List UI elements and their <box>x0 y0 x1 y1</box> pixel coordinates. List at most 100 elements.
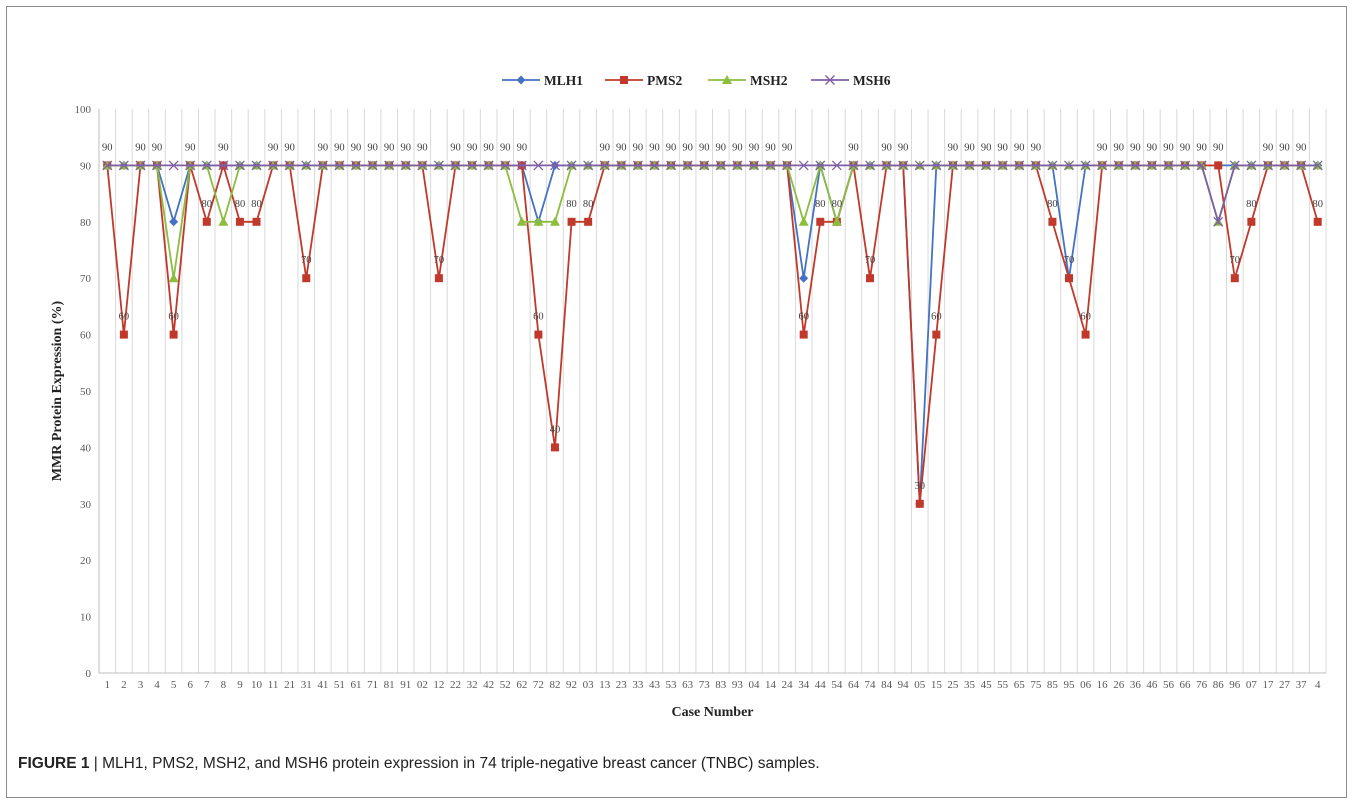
legend-pms2-label: PMS2 <box>647 73 682 88</box>
pms2-point <box>235 217 244 226</box>
pms2-data-label: 30 <box>915 481 926 492</box>
msh2-point <box>516 216 527 226</box>
x-tick-label: 33 <box>632 679 644 691</box>
msh6-point <box>848 160 859 171</box>
x-tick-label: 61 <box>351 679 362 691</box>
x-tick-label: 43 <box>649 679 661 691</box>
pms2-data-label: 60 <box>119 312 130 323</box>
msh6-point <box>815 160 826 171</box>
msh6-point <box>301 160 312 171</box>
pms2-point <box>434 274 443 283</box>
pms2-data-label: 90 <box>981 142 992 153</box>
msh6-point <box>1030 160 1041 171</box>
msh2-point <box>831 216 842 226</box>
msh6-point <box>1080 160 1091 171</box>
msh6-point <box>1146 160 1157 171</box>
x-tick-label: 91 <box>400 679 411 691</box>
caption-text: MLH1, PMS2, MSH2, and MSH6 protein expre… <box>102 755 820 772</box>
msh6-point <box>185 160 196 171</box>
x-tick-label: 95 <box>1063 679 1075 691</box>
pms2-data-label: 90 <box>1147 142 1158 153</box>
msh6-point <box>699 160 710 171</box>
x-tick-label: 6 <box>187 679 193 691</box>
msh6-point <box>715 160 726 171</box>
msh6-point <box>467 160 478 171</box>
pms2-point <box>534 330 543 339</box>
x-tick-label: 96 <box>1229 679 1241 691</box>
pms2-data-label: 90 <box>401 142 412 153</box>
msh2-point <box>218 216 229 226</box>
msh6-point <box>732 160 743 171</box>
pms2-point <box>169 330 178 339</box>
x-tick-label: 81 <box>384 679 395 691</box>
pms2-point <box>1247 217 1256 226</box>
msh6-point <box>632 160 643 171</box>
x-tick-label: 23 <box>616 679 628 691</box>
pms2-data-label: 90 <box>152 142 163 153</box>
pms2-data-label: 80 <box>1246 199 1257 210</box>
msh6-point <box>334 160 345 171</box>
pms2-data-label: 90 <box>1296 142 1307 153</box>
msh6-point <box>1113 160 1124 171</box>
x-tick-label: 31 <box>301 679 312 691</box>
x-tick-label: 7 <box>204 679 210 691</box>
msh6-point <box>1014 160 1025 171</box>
msh6-point <box>234 160 245 171</box>
msh6-point <box>102 160 113 171</box>
pms2-data-label: 70 <box>865 255 876 266</box>
x-tick-label: 66 <box>1180 679 1192 691</box>
pms2-point <box>866 274 875 283</box>
x-tick-label: 64 <box>848 679 860 691</box>
pms2-data-label: 90 <box>467 142 478 153</box>
x-tick-label: 84 <box>881 679 893 691</box>
pms2-data-label: 90 <box>1031 142 1042 153</box>
msh6-point <box>417 160 428 171</box>
x-tick-label: 3 <box>138 679 144 691</box>
pms2-data-label: 90 <box>1113 142 1124 153</box>
x-tick-label: 17 <box>1262 679 1274 691</box>
x-tick-label: 94 <box>898 679 910 691</box>
msh6-point <box>550 160 560 171</box>
x-tick-label: 12 <box>433 679 444 691</box>
pms2-data-label: 90 <box>649 142 660 153</box>
y-tick-label: 80 <box>80 217 92 229</box>
msh6-point <box>583 160 594 171</box>
y-tick-label: 100 <box>75 104 92 116</box>
x-tick-label: 93 <box>732 679 744 691</box>
x-tick-label: 83 <box>715 679 727 691</box>
pms2-point <box>550 443 559 452</box>
x-tick-label: 42 <box>483 679 494 691</box>
x-tick-label: 65 <box>1014 679 1026 691</box>
pms2-point <box>1313 217 1322 226</box>
msh6-point <box>268 160 279 171</box>
msh6-point <box>682 160 693 171</box>
pms2-data-label: 90 <box>483 142 494 153</box>
x-tick-label: 34 <box>798 679 810 691</box>
pms2-point <box>915 499 924 508</box>
msh6-point <box>931 160 942 171</box>
msh6-point <box>1180 160 1191 171</box>
x-tick-label: 44 <box>815 679 827 691</box>
pms2-point <box>1064 274 1073 283</box>
msh6-point <box>765 160 776 171</box>
pms2-data-label: 90 <box>384 142 395 153</box>
msh6-point <box>666 160 677 171</box>
x-axis-title: Case Number <box>671 705 753 720</box>
msh6-point <box>483 160 494 171</box>
msh6-point <box>798 160 809 171</box>
msh6-point <box>516 160 527 171</box>
y-tick-label: 40 <box>80 442 92 454</box>
pms2-data-label: 60 <box>168 312 179 323</box>
pms2-point <box>1230 274 1239 283</box>
pms2-point <box>302 274 311 283</box>
pms2-data-label: 80 <box>1312 199 1323 210</box>
pms2-data-label: 80 <box>251 199 262 210</box>
legend-msh2-marker <box>722 75 732 84</box>
pms2-data-label: 40 <box>550 424 561 435</box>
msh2-point <box>168 273 179 283</box>
msh6-point <box>997 160 1008 171</box>
x-tick-label: 74 <box>865 679 877 691</box>
legend-msh6-label: MSH6 <box>853 73 891 88</box>
msh6-point <box>865 160 875 171</box>
pms2-data-label: 90 <box>500 142 511 153</box>
